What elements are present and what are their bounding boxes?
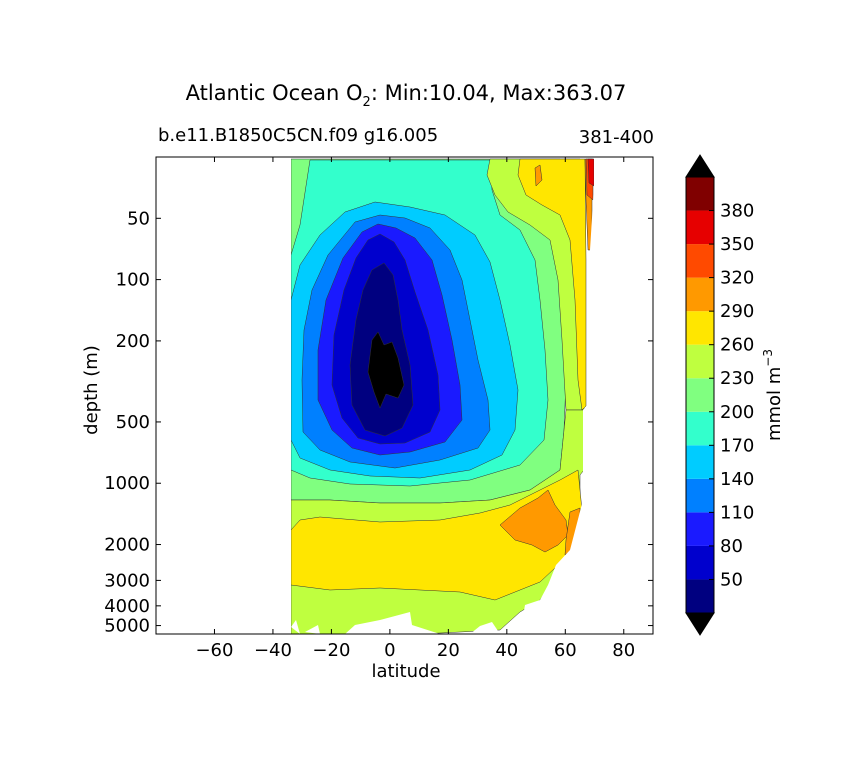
colorbar-label-superscript: −3 [761,349,775,367]
colorbar-label: mmol m−3 [761,349,785,441]
y-axis-label: depth (m) [81,345,102,435]
colorbar-frame [685,176,715,614]
colorbar-tick-label: 170 [720,435,754,456]
contour-band-290-deep [499,489,569,553]
plot-frame [155,156,654,635]
colorbar-swatch [686,512,714,546]
colorbar-swatch [686,344,714,379]
colorbar-tick-label: 380 [720,201,754,222]
contour-band-under [367,331,405,409]
colorbar-extend-max [685,154,715,178]
contour-band-290-spot [534,164,543,187]
title-subscript: 2 [363,95,371,110]
colorbar-swatch [686,244,714,278]
y-tick-label: 100 [116,270,150,291]
colorbar-swatch [686,445,714,479]
colorbar-tick-label: 200 [720,402,754,423]
y-tick-label: 1000 [104,473,150,494]
x-tick-label: −20 [312,640,350,661]
colorbar-tick-label: 290 [720,301,754,322]
colorbar-swatch [686,277,714,312]
seafloor-mask [291,612,500,634]
colorbar-tick-label: 230 [720,368,754,389]
y-tick-label: 500 [116,412,150,433]
contour-band-380-north [587,158,595,187]
colorbar-swatch [686,378,714,412]
colorbar-swatch [686,411,714,446]
y-tick-label: 2000 [104,535,150,556]
x-tick-label: 20 [437,640,460,661]
colorbar-tick-label: 260 [720,335,754,356]
colorbar-swatch [686,210,714,245]
colorbar-swatch [686,478,714,513]
colorbar: 50 80 110 140 170 200 230 260 290 320 350 380 [685,154,754,636]
subtitle-left: b.e11.B1850C5CN.f09 g16.005 [158,125,438,146]
colorbar-tick-label: 50 [720,569,743,590]
subtitle-right: 381-400 [579,127,654,148]
land-mask-south [156,157,291,634]
contour-band-260-north [517,158,587,411]
colorbar-extend-min [685,612,715,636]
title-suffix: : Min:10.04, Max:363.07 [371,81,627,105]
x-tick-label: 80 [612,640,635,661]
y-tick-label: 5000 [104,616,150,637]
chart-title: Atlantic Ocean O2: Min:10.04, Max:363.07 [186,81,627,110]
x-axis-label: latitude [371,661,440,682]
x-tick-label: 0 [384,640,395,661]
colorbar-tick-label: 350 [720,234,754,255]
y-tick-label: 50 [127,208,150,229]
colorbar-tick-label: 140 [720,469,754,490]
colorbar-tick-label: 80 [720,536,743,557]
y-tick-label: 3000 [104,570,150,591]
contour-field [156,157,653,634]
land-mask-north [520,157,653,634]
y-tick-label: 200 [116,331,150,352]
colorbar-tick-label: 110 [720,502,754,523]
colorbar-swatch [686,579,714,613]
colorbar-tick-label: 320 [720,268,754,289]
colorbar-swatch [686,311,714,345]
x-tick-label: 40 [495,640,518,661]
colorbar-swatch [686,177,714,211]
x-axis-ticks: −60 −40 −20 0 20 40 60 80 [195,157,635,661]
colorbar-swatch [686,545,714,580]
x-tick-label: 60 [554,640,577,661]
x-tick-label: −60 [195,640,233,661]
y-tick-label: 4000 [104,596,150,617]
x-tick-label: −40 [254,640,292,661]
